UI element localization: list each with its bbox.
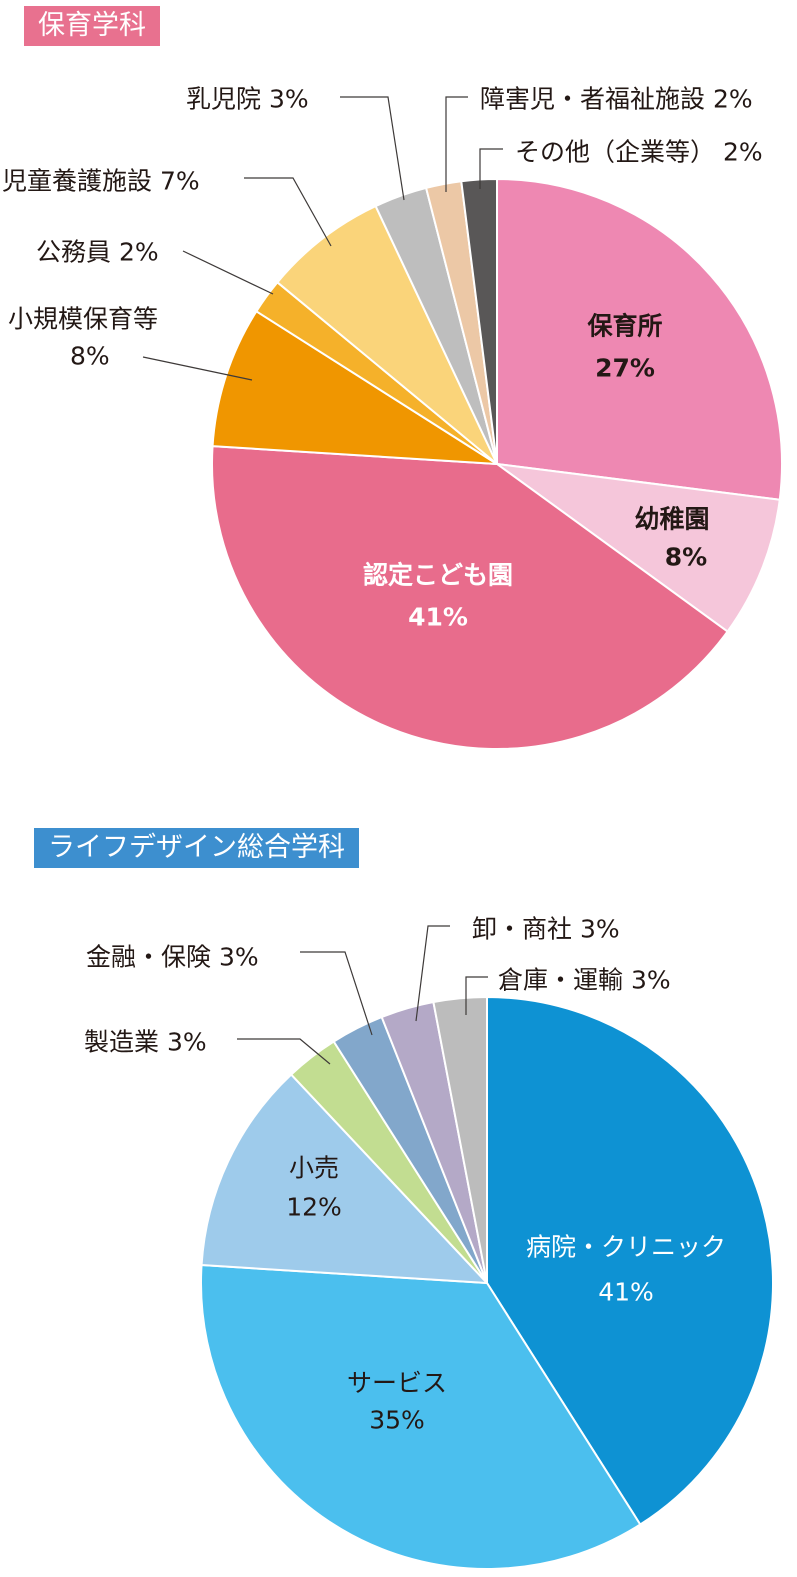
leader-line bbox=[300, 951, 373, 1036]
slice-label: 保育所 bbox=[586, 312, 662, 341]
pie-slice-2-6 bbox=[432, 996, 488, 1284]
leader-line bbox=[415, 925, 450, 1022]
leader-line bbox=[445, 96, 468, 192]
slice-percent: 41% bbox=[408, 603, 468, 632]
slice-callout-label: 倉庫・運輸 3% bbox=[498, 966, 671, 995]
leader-line bbox=[244, 177, 332, 247]
leader-line bbox=[479, 148, 503, 189]
pie-slice-2-2 bbox=[200, 1073, 488, 1284]
pie-slice-1-5 bbox=[276, 205, 498, 465]
slice-label: 病院・クリニック bbox=[526, 1233, 726, 1262]
leader-line bbox=[340, 96, 405, 201]
pie-1 bbox=[211, 178, 783, 750]
pie-slice-2-0 bbox=[486, 996, 774, 1526]
slice-label: 幼稚園 bbox=[634, 505, 709, 534]
pie-slice-1-3 bbox=[211, 310, 498, 465]
chart2-title: ライフデザイン総合学科 bbox=[34, 828, 359, 868]
slice-label: サービス bbox=[347, 1369, 447, 1398]
slice-label: 小売 bbox=[289, 1154, 339, 1183]
chart1-title: 保育学科 bbox=[24, 6, 160, 46]
slice-percent: 8% bbox=[665, 543, 707, 572]
slice-callout-label: 障害児・者福祉施設 2% bbox=[480, 85, 753, 114]
slice-callout-label: 製造業 3% bbox=[84, 1028, 207, 1057]
pie-slice-1-8 bbox=[460, 178, 498, 465]
slice-callout-label: 公務員 2% bbox=[36, 238, 159, 267]
slice-percent: 41% bbox=[598, 1278, 654, 1307]
slice-callout-label: 児童養護施設 7% bbox=[2, 167, 200, 196]
slice-percent: 35% bbox=[369, 1406, 425, 1435]
slice-callout-label: 小規模保育等 bbox=[8, 305, 158, 334]
slice-label: 認定こども園 bbox=[363, 561, 513, 590]
slice-callout-label: 金融・保険 3% bbox=[86, 943, 259, 972]
pie-slice-1-0 bbox=[496, 178, 783, 501]
slice-callout-label: その他（企業等） 2% bbox=[515, 138, 763, 167]
slice-callout-label: 卸・商社 3% bbox=[472, 915, 620, 944]
leader-line bbox=[465, 976, 488, 1015]
pie-slice-2-1 bbox=[200, 1264, 642, 1570]
slice-callout-label: 8% bbox=[70, 342, 110, 371]
leader-line bbox=[182, 250, 274, 295]
slice-callout-label: 乳児院 3% bbox=[186, 85, 309, 114]
pie-2 bbox=[200, 996, 774, 1570]
pie-slice-1-1 bbox=[496, 463, 781, 633]
slice-percent: 12% bbox=[286, 1193, 342, 1222]
slice-percent: 27% bbox=[595, 354, 655, 383]
leader-line bbox=[237, 1038, 331, 1065]
pie-slice-1-2 bbox=[211, 445, 729, 750]
leader-line bbox=[142, 356, 253, 381]
